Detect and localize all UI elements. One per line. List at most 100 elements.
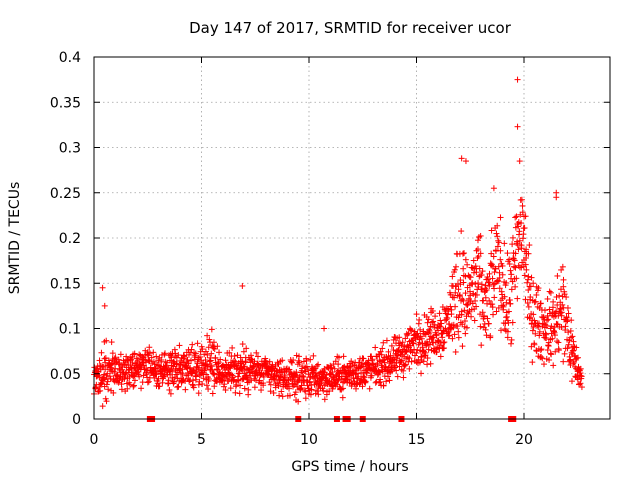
data-point — [472, 263, 479, 270]
data-point — [557, 306, 564, 313]
data-point — [504, 334, 511, 341]
data-point — [101, 355, 108, 362]
data-point — [122, 371, 129, 378]
data-point — [392, 364, 399, 371]
data-point — [545, 342, 552, 349]
data-point — [275, 383, 282, 390]
data-point — [462, 273, 469, 280]
data-point — [430, 318, 437, 325]
data-point — [136, 373, 143, 380]
data-point — [216, 349, 223, 356]
data-point — [279, 393, 286, 400]
data-point — [554, 272, 561, 279]
data-point — [339, 394, 346, 401]
data-point — [478, 342, 485, 349]
data-point — [548, 351, 555, 358]
data-point — [530, 311, 537, 318]
data-point — [144, 379, 151, 386]
data-point — [482, 326, 489, 333]
data-point — [146, 350, 153, 357]
data-point — [134, 357, 141, 364]
data-point — [292, 389, 299, 396]
data-point — [543, 335, 550, 342]
data-point — [462, 290, 469, 297]
data-point — [460, 297, 467, 304]
data-point — [555, 347, 562, 354]
data-point — [418, 353, 425, 360]
data-point — [243, 345, 250, 352]
data-point — [416, 339, 423, 346]
data-point — [490, 253, 497, 260]
data-point — [105, 386, 112, 393]
data-point — [195, 381, 202, 388]
data-point — [331, 365, 338, 372]
data-point — [455, 334, 462, 341]
data-point — [473, 269, 480, 276]
data-point — [315, 361, 322, 368]
data-point — [131, 350, 138, 357]
data-point — [175, 352, 182, 359]
data-point — [497, 214, 504, 221]
data-point — [495, 278, 502, 285]
data-point — [552, 332, 559, 339]
data-point — [322, 374, 329, 381]
data-point — [366, 385, 373, 392]
y-tick-label: 0.4 — [59, 50, 81, 66]
data-point — [522, 213, 529, 220]
data-point — [176, 342, 183, 349]
data-point — [455, 314, 462, 321]
data-point — [490, 185, 497, 192]
data-point — [277, 373, 284, 380]
data-point — [413, 349, 420, 356]
data-point — [455, 286, 462, 293]
data-point — [477, 250, 484, 257]
data-point — [302, 388, 309, 395]
data-point — [232, 389, 239, 396]
data-point — [162, 350, 169, 357]
data-point — [121, 375, 128, 382]
data-point — [507, 267, 514, 274]
data-point — [480, 297, 487, 304]
data-point — [360, 373, 367, 380]
data-point — [139, 379, 146, 386]
data-point — [553, 294, 560, 301]
data-point — [277, 379, 284, 386]
data-point — [401, 362, 408, 369]
data-point — [506, 261, 513, 268]
data-point — [575, 354, 582, 361]
data-point — [190, 377, 197, 384]
data-point — [578, 384, 585, 391]
data-point — [407, 326, 414, 333]
data-point — [519, 209, 526, 216]
data-point — [112, 354, 119, 361]
data-point — [143, 365, 150, 372]
data-point — [510, 255, 517, 262]
data-point — [573, 344, 580, 351]
data-point — [559, 301, 566, 308]
data-point — [545, 339, 552, 346]
data-point — [448, 306, 455, 313]
data-point — [525, 250, 532, 257]
data-point — [559, 263, 566, 270]
data-point — [486, 297, 493, 304]
data-point — [109, 350, 116, 357]
data-point — [472, 297, 479, 304]
data-point — [288, 359, 295, 366]
data-point — [258, 387, 265, 394]
data-point — [538, 354, 545, 361]
data-point — [491, 285, 498, 292]
data-point — [99, 403, 106, 410]
data-point — [167, 390, 174, 397]
data-point — [166, 357, 173, 364]
data-point — [546, 306, 553, 313]
data-point — [321, 325, 328, 332]
data-point — [96, 384, 103, 391]
data-point — [388, 342, 395, 349]
data-point — [493, 308, 500, 315]
data-point — [335, 361, 342, 368]
data-point — [459, 343, 466, 350]
data-point — [214, 360, 221, 367]
data-point — [227, 385, 234, 392]
data-point — [482, 288, 489, 295]
data-point — [496, 274, 503, 281]
